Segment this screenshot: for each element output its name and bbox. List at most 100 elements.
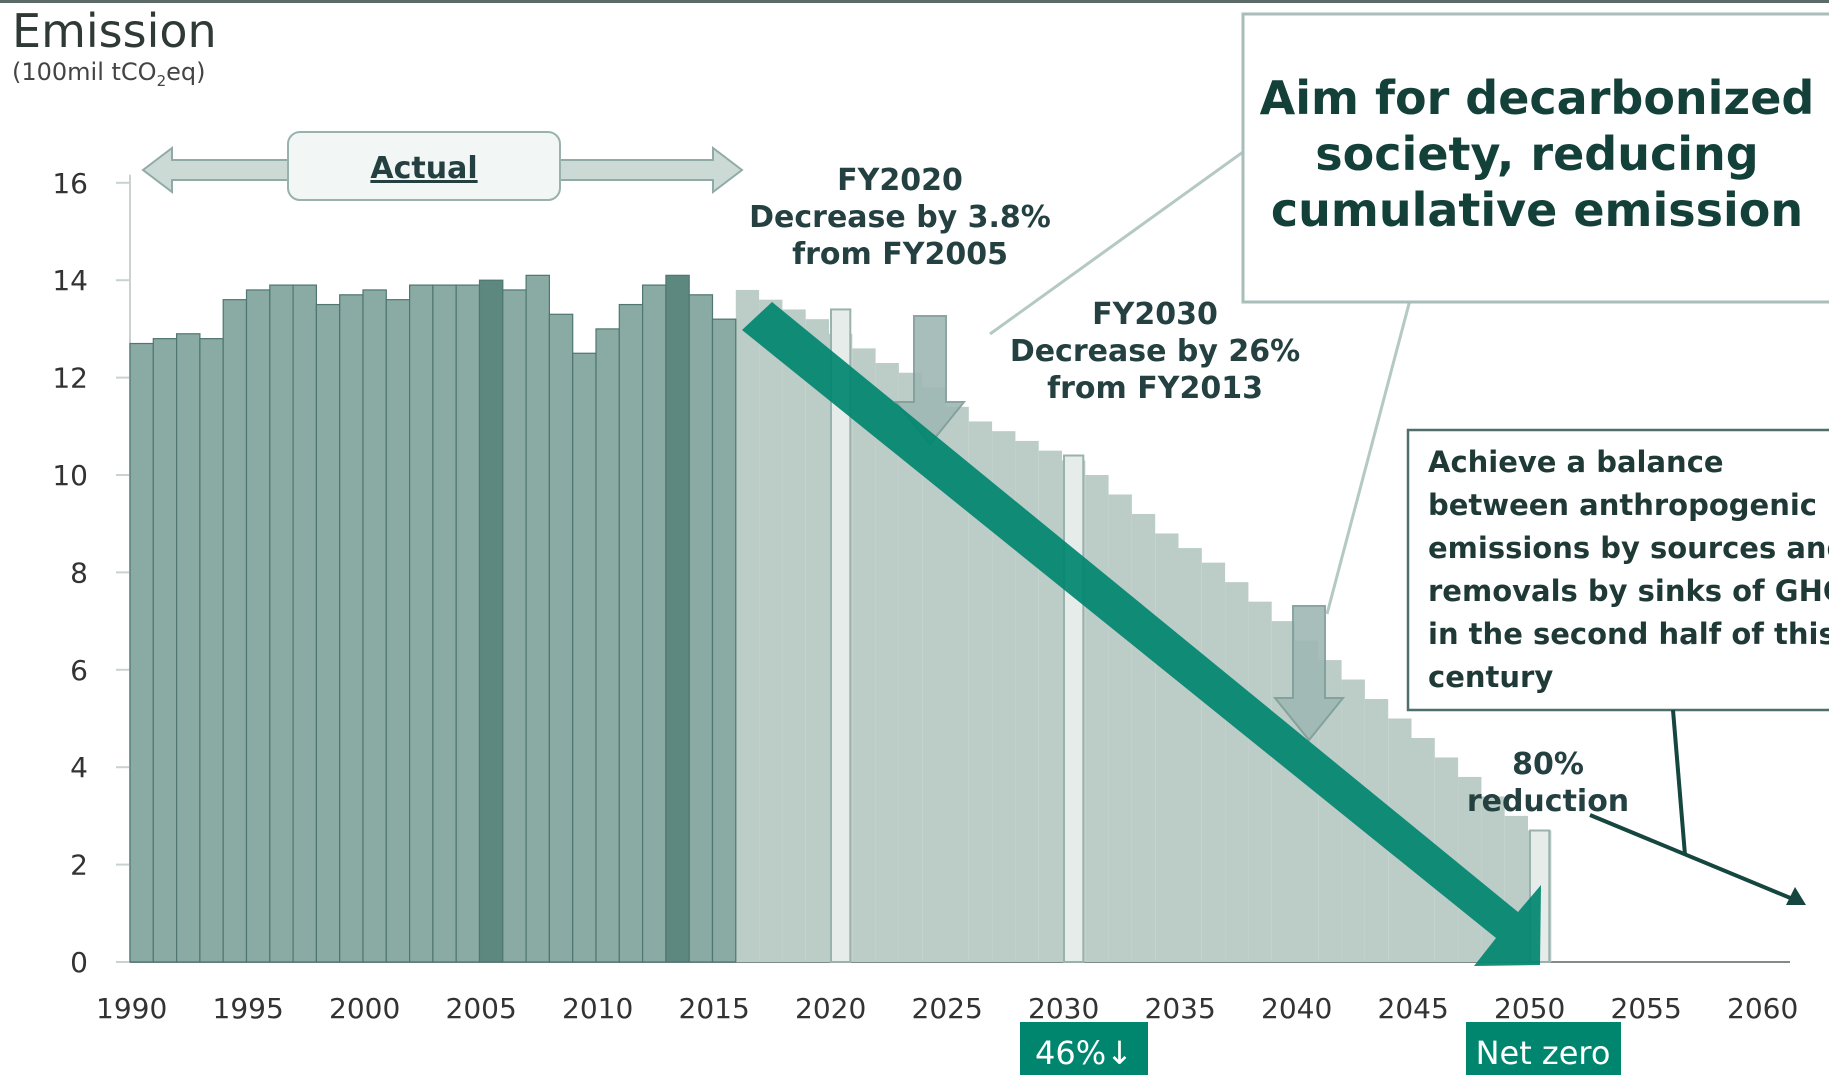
actual-bar (269, 284, 294, 963)
pathway-bar (805, 319, 829, 962)
actual-bar (385, 299, 411, 963)
actual-bar (455, 284, 481, 963)
badge-2030-box (1020, 1022, 1148, 1075)
balance-label: between anthropogenic (1428, 488, 1817, 522)
actual-label-box (287, 131, 561, 201)
balance-box (1406, 428, 1829, 712)
x-tick-label: 2050 (1494, 992, 1565, 1025)
balance-label: in the second half of this (1428, 617, 1829, 651)
pathway-bar (1015, 440, 1039, 962)
unit-label: (100mil tCO2eq) (12, 58, 206, 90)
actual-bar (245, 289, 271, 963)
trend-arrow (742, 302, 1541, 966)
actual-bar (641, 284, 667, 963)
pathway-bar (1271, 621, 1295, 962)
y-tick-label: 6 (70, 654, 88, 687)
pathway-bar (1318, 660, 1342, 962)
x-tick-label: 2025 (912, 992, 983, 1025)
aim-box (1241, 12, 1829, 304)
balance-label: emissions by sources and (1428, 531, 1829, 565)
pathway-bar (898, 372, 923, 963)
pathway-bar (735, 289, 760, 962)
fy2020-label: Decrease by 3.8% (749, 200, 1051, 235)
x-tick-label: 2020 (795, 992, 866, 1025)
actual-bar (502, 289, 527, 963)
actual-bar (292, 284, 318, 963)
y-tick-label: 0 (70, 946, 88, 979)
actual-bar (432, 284, 457, 963)
pathway-bar (968, 421, 993, 962)
fy2020-label: from FY2005 (792, 237, 1008, 272)
actual-bar (688, 294, 714, 963)
balance-label: century (1428, 660, 1553, 694)
pathway-bar (1178, 548, 1202, 962)
x-tick-label: 2040 (1261, 992, 1332, 1025)
x-tick-label: 2030 (1028, 992, 1099, 1025)
actual-bar-highlight (665, 274, 690, 963)
target-bar (830, 308, 852, 964)
x-tick-label: 2035 (1145, 992, 1216, 1025)
actual-bar (339, 294, 364, 963)
fy2040-down-arrow (1272, 605, 1346, 742)
pathway-bar (992, 431, 1016, 962)
pathway-bar (1085, 475, 1109, 962)
fy2020-down-arrow (893, 315, 967, 446)
y-tick-label: 14 (52, 264, 88, 297)
aim-label: cumulative emission (1271, 183, 1803, 237)
actual-bar (222, 299, 248, 963)
actual-bar (152, 338, 178, 963)
x-tick-label: 2010 (562, 992, 633, 1025)
x-tick-label: 2005 (446, 992, 517, 1025)
fy2030-label: FY2030 (1092, 297, 1218, 332)
badge-2050-box (1466, 1022, 1621, 1075)
aim-pointer-line (1325, 299, 1412, 615)
actual-bar (176, 333, 201, 963)
pathway-bar (1108, 494, 1132, 962)
y-tick-label: 2 (70, 849, 88, 882)
x-tick-label: 1990 (96, 992, 167, 1025)
actual-bar (362, 289, 387, 963)
pathway-bar (759, 299, 783, 962)
pathway-bar (945, 406, 969, 962)
actual-bar (315, 303, 341, 963)
x-tick-label: 2045 (1378, 992, 1449, 1025)
actual-bar-highlight (478, 279, 504, 963)
target-bar (1063, 454, 1085, 963)
actual-bar (618, 303, 644, 963)
actual-left-arrow (141, 145, 289, 195)
actual-bar (711, 318, 737, 963)
aim-label: society, reducing (1315, 127, 1758, 181)
actual-bar (525, 274, 550, 963)
actual-bar (129, 342, 154, 963)
y-tick-label: 8 (70, 556, 88, 589)
x-tick-label: 2055 (1611, 992, 1682, 1025)
pathway-bar (782, 309, 806, 962)
actual-bar (595, 328, 620, 963)
aim-label: Aim for decarbonized (1260, 71, 1815, 125)
fy2030-label: from FY2013 (1047, 371, 1263, 406)
balance-pointer-line (1671, 709, 1687, 856)
y-tick-label: 12 (52, 362, 88, 395)
pathway-bar (922, 387, 946, 963)
balance-label: removals by sinks of GHG (1428, 574, 1829, 608)
y-tick-label: 4 (70, 751, 88, 784)
pathway-bar (875, 362, 899, 962)
pathway-bar (1131, 513, 1156, 962)
reduction-label: reduction (1467, 784, 1629, 819)
actual-bar (572, 352, 597, 963)
y-tick-label: 16 (52, 167, 88, 200)
badge-2030: 46%↓ (1035, 1034, 1133, 1072)
reduction-label: 80% (1512, 747, 1584, 782)
y-tick-label: 10 (52, 459, 88, 492)
pathway-bar (852, 348, 876, 962)
decline-line-head (1786, 887, 1806, 905)
actual-right-arrow (559, 145, 744, 195)
aim-pointer-line (989, 150, 1244, 336)
x-tick-label: 1995 (213, 992, 284, 1025)
pathway-bar (1155, 533, 1179, 962)
fy2020-label: FY2020 (837, 163, 963, 198)
actual-bar (199, 338, 224, 963)
pathway-bar (1225, 582, 1249, 962)
balance-label: Achieve a balance (1428, 445, 1724, 479)
